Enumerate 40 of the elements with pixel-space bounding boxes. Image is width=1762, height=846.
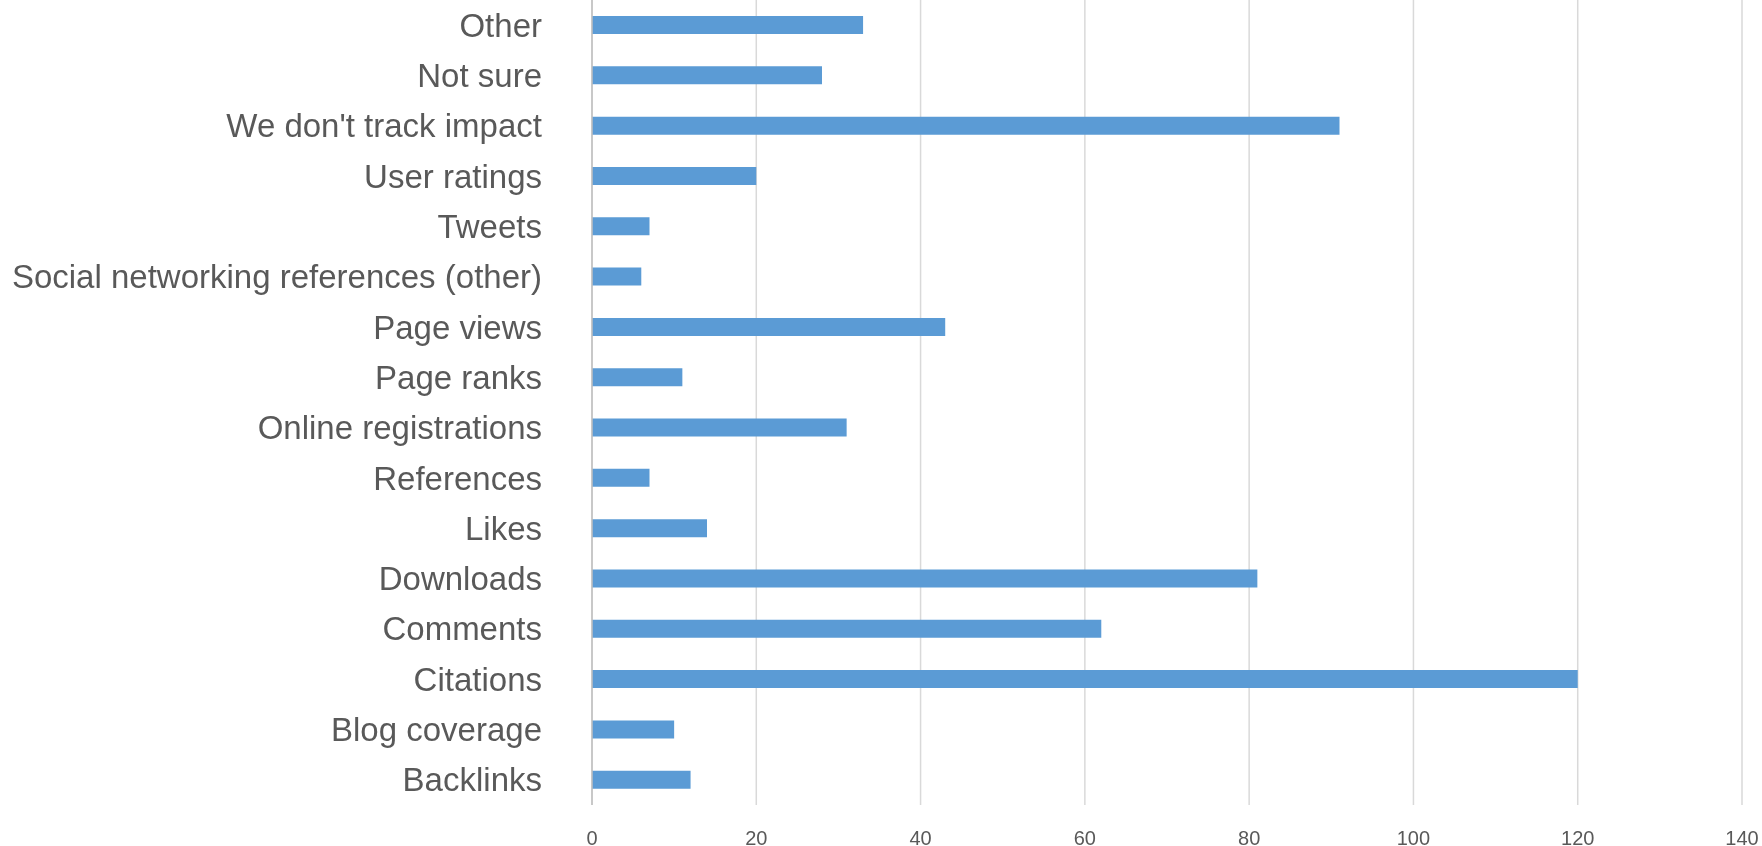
- bar: [592, 619, 1102, 638]
- bar: [592, 217, 650, 236]
- bar: [592, 770, 691, 789]
- x-tick-label: 100: [1396, 827, 1431, 846]
- bar: [592, 16, 864, 34]
- y-tick-label: Page views: [373, 308, 542, 346]
- x-tick-label: 40: [909, 827, 932, 846]
- y-tick-label: References: [373, 459, 542, 497]
- y-tick-label: Backlinks: [402, 761, 542, 799]
- bar: [592, 66, 822, 85]
- y-tick-label: Online registrations: [257, 409, 542, 447]
- bar: [592, 166, 757, 185]
- bar: [592, 468, 650, 487]
- bar: [592, 418, 847, 437]
- y-tick-label: Citations: [413, 660, 542, 698]
- y-tick-label: User ratings: [364, 157, 542, 195]
- x-tick-label: 60: [1073, 827, 1096, 846]
- bar: [592, 670, 1578, 689]
- bar: [592, 368, 683, 387]
- y-tick-label: We don't track impact: [226, 107, 542, 145]
- y-tick-label: Blog coverage: [331, 711, 542, 749]
- bar: [592, 317, 946, 336]
- x-tick-label: 0: [586, 827, 598, 846]
- y-tick-label: Social networking references (other): [11, 258, 542, 296]
- x-tick-label: 20: [745, 827, 768, 846]
- y-tick-label: Likes: [464, 509, 542, 547]
- x-tick-label: 120: [1561, 827, 1595, 846]
- bar: [592, 267, 642, 286]
- y-tick-label: Tweets: [437, 207, 542, 245]
- x-tick-label: 80: [1238, 827, 1261, 846]
- y-tick-label: Comments: [382, 610, 542, 648]
- y-tick-label: Other: [459, 6, 542, 44]
- bar: [592, 116, 1340, 135]
- y-tick-label: Page ranks: [375, 358, 542, 396]
- bar: [592, 569, 1258, 588]
- x-tick-label: 140: [1725, 827, 1759, 846]
- y-tick-label: Downloads: [378, 560, 542, 598]
- y-tick-label: Not sure: [417, 57, 542, 95]
- bar: [592, 720, 675, 739]
- bar: [592, 519, 707, 538]
